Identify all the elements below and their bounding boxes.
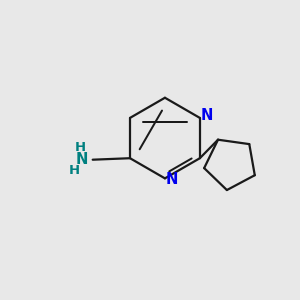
Text: N: N bbox=[165, 172, 178, 188]
Text: N: N bbox=[75, 152, 88, 167]
Text: H: H bbox=[69, 164, 80, 177]
Text: H: H bbox=[75, 141, 86, 154]
Text: N: N bbox=[200, 108, 213, 123]
